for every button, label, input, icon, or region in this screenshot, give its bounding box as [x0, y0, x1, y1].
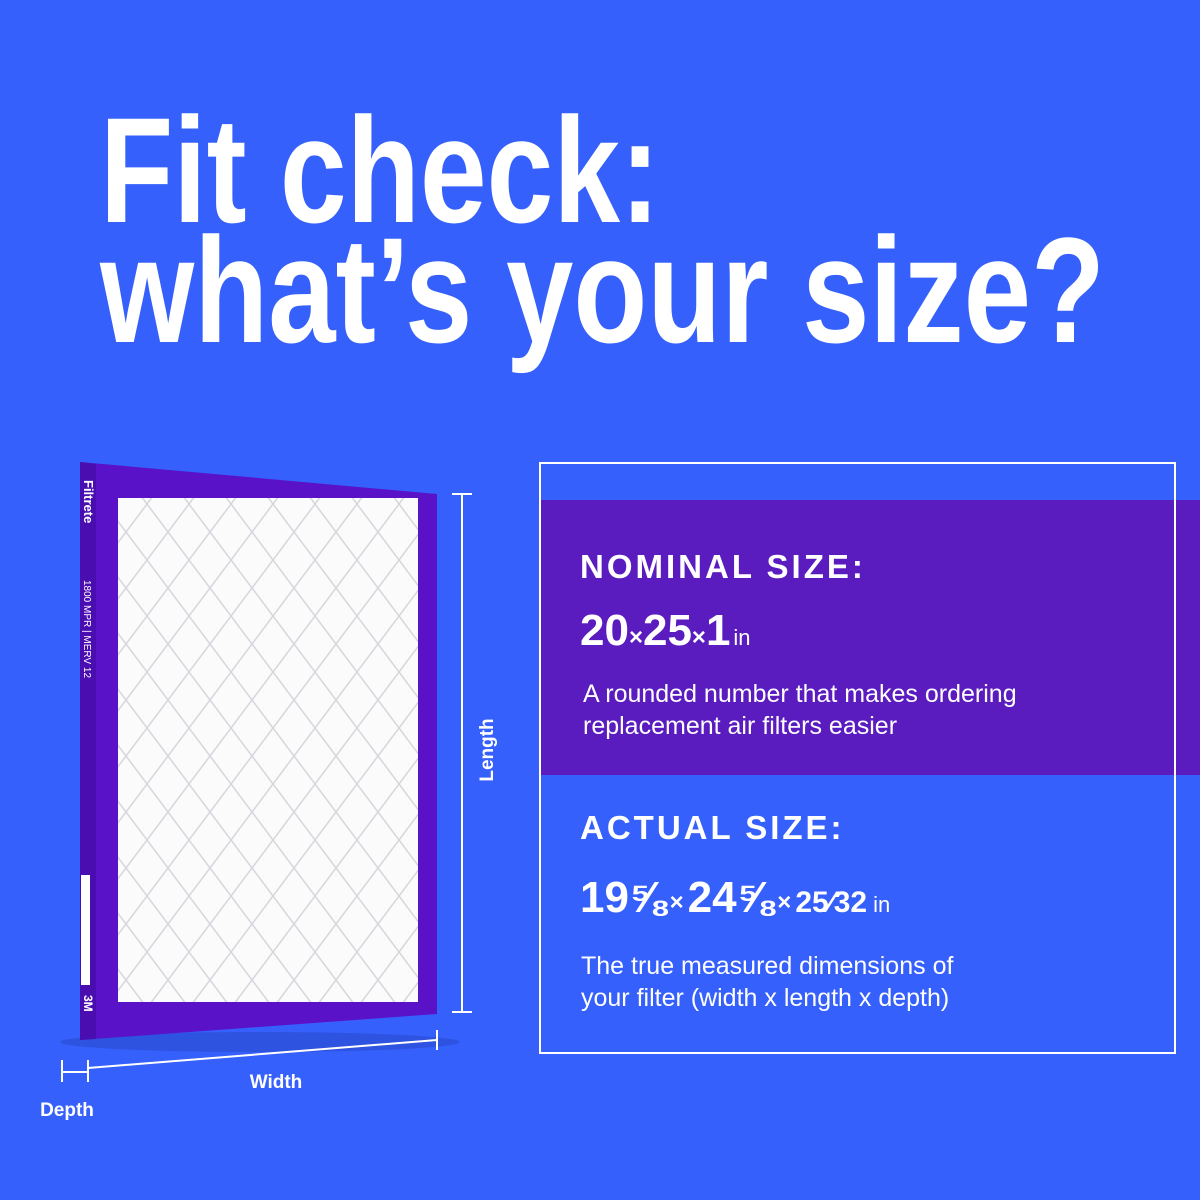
filter-maker: 3M	[81, 995, 95, 1012]
length-label: Length	[477, 718, 498, 781]
label-strip	[81, 875, 90, 985]
actual-description: The true measured dimensions of	[581, 952, 953, 980]
width-label: Width	[250, 1072, 303, 1093]
size-part: ×	[670, 889, 684, 916]
size-unit: in	[733, 625, 750, 650]
filter-brand: Filtrete	[81, 480, 96, 523]
filter-rating: 1800 MPR | MERV 12	[81, 580, 92, 678]
size-part: 20	[580, 606, 629, 655]
depth-label: Depth	[40, 1100, 94, 1121]
actual-description: your filter (width x length x depth)	[581, 984, 949, 1012]
filter-illustration: Filtrete 1800 MPR | MERV 12 3M	[60, 462, 460, 1052]
title-line: Fit check:	[100, 86, 660, 254]
size-part: 1	[706, 606, 730, 655]
size-part: ×	[777, 889, 791, 916]
filter-media	[118, 498, 418, 1002]
size-part: ×	[629, 624, 643, 651]
size-part: 24⅝	[688, 873, 777, 922]
actual-size: 19⅝ ×24⅝ × 25⁄32 in	[580, 873, 890, 922]
size-part: 25⁄32	[795, 886, 867, 919]
size-part: ×	[692, 624, 706, 651]
width-line	[87, 1039, 438, 1069]
nominal-heading: NOMINAL SIZE:	[580, 548, 866, 585]
nominal-size: 20×25×1 in	[580, 606, 751, 655]
nominal-description: A rounded number that makes ordering	[583, 680, 1017, 708]
dimension-lines	[61, 493, 472, 1082]
size-part: 25	[643, 606, 692, 655]
title-line: what’s your size?	[99, 206, 1105, 374]
size-unit: in	[873, 892, 890, 917]
actual-heading: ACTUAL SIZE:	[580, 809, 845, 846]
nominal-description: replacement air filters easier	[583, 712, 897, 740]
nominal-band	[540, 500, 1200, 775]
info-box	[539, 462, 1176, 1054]
size-part: 19⅝	[580, 873, 669, 922]
